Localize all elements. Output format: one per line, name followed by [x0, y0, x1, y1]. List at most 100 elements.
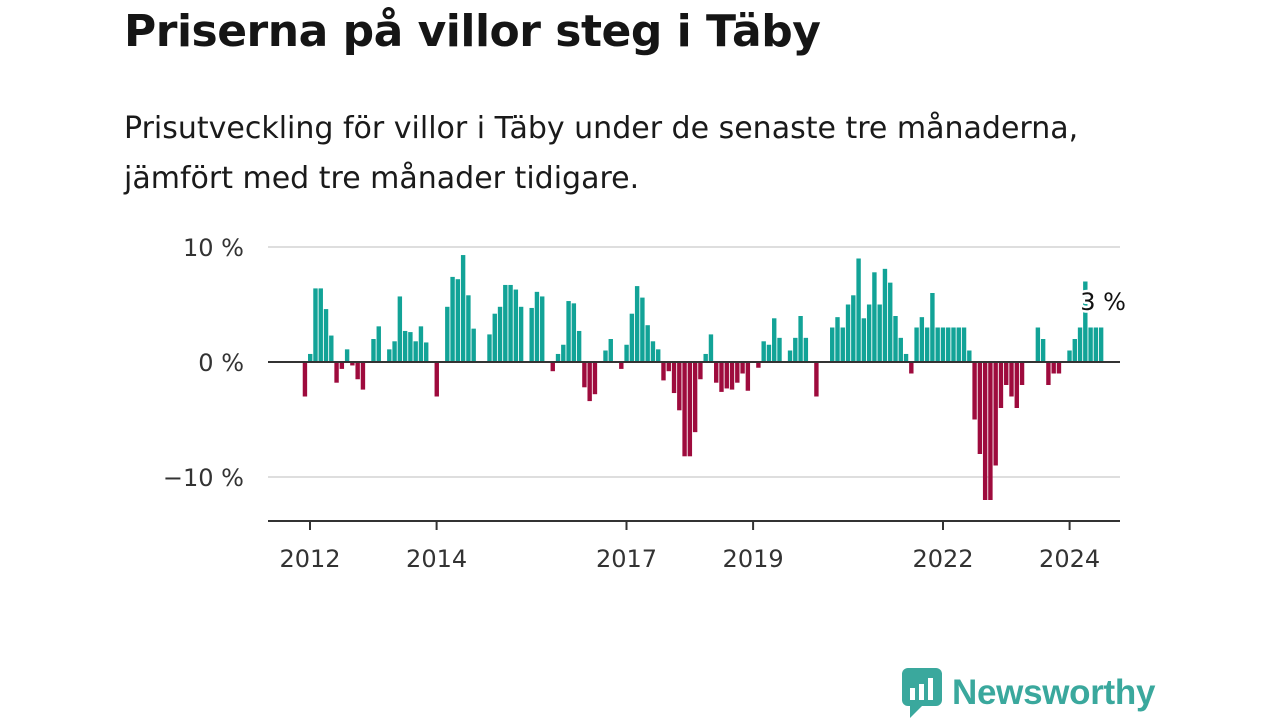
bar [830, 327, 835, 362]
bar [1014, 362, 1019, 408]
bar [777, 337, 782, 362]
bar [861, 318, 867, 362]
bar [497, 306, 503, 362]
brand-logo: Newsworthy [902, 668, 1155, 718]
bar [350, 362, 355, 366]
bar [1046, 362, 1051, 385]
bar [756, 362, 761, 368]
bar [529, 307, 534, 362]
bar [571, 303, 577, 362]
bar [677, 362, 682, 411]
bar [460, 255, 466, 362]
bar [835, 317, 840, 362]
bar [518, 306, 524, 362]
bar [329, 335, 334, 362]
bar [1083, 281, 1088, 362]
bar [413, 341, 418, 362]
x-tick-label: 2017 [596, 545, 657, 573]
bar [561, 344, 566, 362]
bar [851, 295, 856, 362]
newsworthy-logo-icon [902, 668, 942, 718]
bar [977, 362, 983, 454]
brand-name: Newsworthy [952, 673, 1156, 712]
bar [434, 362, 439, 397]
x-tick-label: 2012 [279, 545, 340, 573]
bar [903, 353, 909, 362]
bar [302, 362, 308, 397]
bar [1067, 350, 1072, 362]
bar [1072, 339, 1077, 362]
bar [640, 297, 645, 362]
bar [1035, 327, 1041, 362]
bar [946, 327, 951, 362]
bar [455, 279, 461, 362]
bar [471, 328, 476, 362]
bar [845, 304, 851, 362]
page-title: Priserna på villor steg i Täby [124, 6, 821, 57]
bar [956, 327, 961, 362]
bar [550, 362, 555, 372]
bar [972, 362, 977, 420]
bar [719, 362, 724, 392]
bar [666, 362, 671, 372]
bar [893, 316, 898, 362]
bar [1088, 327, 1093, 362]
bar [492, 313, 497, 362]
bar [798, 316, 803, 362]
bar [656, 349, 661, 362]
bar [951, 327, 956, 362]
bar [1019, 362, 1025, 385]
x-tick-label: 2024 [1039, 545, 1100, 573]
bar [360, 362, 366, 390]
bar [761, 341, 766, 362]
bar [914, 327, 919, 362]
bar [866, 304, 872, 362]
bar [424, 342, 429, 362]
bar [882, 268, 888, 362]
bar [724, 362, 729, 389]
bar [1040, 339, 1046, 362]
bar [993, 362, 998, 466]
bar [766, 344, 772, 362]
bar [888, 282, 893, 362]
bar [376, 326, 381, 362]
bar [508, 284, 513, 362]
bar [371, 339, 376, 362]
bar [566, 301, 571, 362]
bar [466, 295, 471, 362]
bar [924, 327, 930, 362]
x-tick-label: 2014 [406, 545, 467, 573]
bar [682, 362, 687, 457]
bar [534, 291, 540, 362]
bar [587, 362, 592, 402]
bar [1093, 327, 1099, 362]
bar [603, 350, 608, 362]
bar [803, 337, 809, 362]
bar [919, 317, 925, 362]
bar [418, 326, 424, 362]
bar [772, 318, 777, 362]
bar [982, 362, 988, 500]
bar [1056, 362, 1062, 374]
bar [392, 341, 397, 362]
bar [334, 362, 339, 383]
bar [540, 296, 545, 362]
bar [1009, 362, 1014, 397]
bar [692, 362, 698, 433]
y-tick-label: 10 % [183, 234, 244, 262]
bar [629, 313, 635, 362]
bar [624, 344, 629, 362]
bar [661, 362, 666, 381]
bar [698, 362, 703, 380]
bar [735, 362, 740, 383]
last-value-label: 3 % [1080, 288, 1126, 316]
bar [487, 334, 492, 362]
bar [740, 362, 745, 374]
bar [339, 362, 345, 369]
bar [318, 288, 323, 362]
bar [445, 306, 450, 362]
bar [582, 362, 587, 388]
bar [930, 293, 935, 362]
bar [793, 337, 798, 362]
y-tick-label: 0 % [198, 349, 244, 377]
